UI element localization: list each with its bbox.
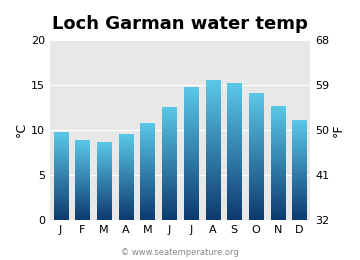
Text: © www.seatemperature.org: © www.seatemperature.org [121, 248, 239, 257]
Y-axis label: °C: °C [15, 122, 28, 138]
Title: Loch Garman water temp: Loch Garman water temp [52, 15, 308, 33]
Y-axis label: °F: °F [332, 123, 345, 137]
